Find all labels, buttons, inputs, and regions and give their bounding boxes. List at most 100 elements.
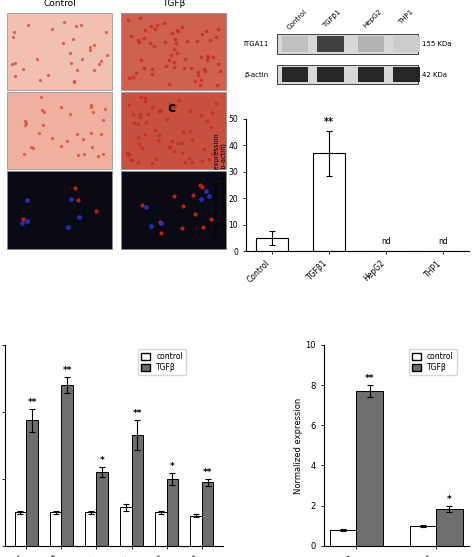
FancyBboxPatch shape <box>121 13 226 90</box>
Point <box>179 22 186 31</box>
Point <box>139 201 146 209</box>
FancyBboxPatch shape <box>282 36 309 52</box>
Point <box>57 102 65 111</box>
Point <box>210 146 218 155</box>
Point <box>151 41 158 50</box>
Point <box>178 224 186 233</box>
Point <box>194 71 201 80</box>
Point <box>75 212 82 221</box>
Text: *: * <box>447 495 452 504</box>
Point <box>140 34 147 43</box>
Point <box>203 116 210 125</box>
Point <box>186 107 194 116</box>
Bar <box>50 512 61 546</box>
Point <box>79 134 87 143</box>
Point <box>155 106 162 115</box>
FancyBboxPatch shape <box>318 67 344 82</box>
Point <box>137 92 145 101</box>
Point <box>217 150 225 159</box>
FancyBboxPatch shape <box>393 36 420 52</box>
Point <box>134 119 142 128</box>
Bar <box>356 391 383 546</box>
Point <box>181 63 188 72</box>
Point <box>157 219 164 228</box>
Point <box>166 143 173 152</box>
Point <box>171 34 179 43</box>
Point <box>166 143 174 152</box>
Text: a: a <box>0 0 1 3</box>
Point <box>100 116 107 125</box>
Text: THP1: THP1 <box>398 8 415 26</box>
Point <box>205 191 212 200</box>
Point <box>27 143 35 152</box>
Text: b: b <box>228 0 238 1</box>
Point <box>168 136 175 145</box>
Point <box>97 130 105 139</box>
Text: *: * <box>100 456 105 465</box>
Point <box>178 138 186 147</box>
Text: nd: nd <box>381 237 391 246</box>
Legend: control, TGFβ: control, TGFβ <box>138 349 186 375</box>
Point <box>152 25 159 33</box>
Point <box>86 46 93 55</box>
Text: c: c <box>168 101 176 115</box>
Point <box>194 67 201 76</box>
Point <box>19 214 27 223</box>
Text: nd: nd <box>438 237 448 246</box>
Point <box>129 109 137 118</box>
Bar <box>330 530 356 546</box>
Point <box>67 58 74 67</box>
Point <box>147 222 155 231</box>
Point <box>95 152 102 160</box>
Bar <box>26 421 38 546</box>
Point <box>202 187 210 196</box>
Point <box>80 149 88 158</box>
Point <box>130 118 138 127</box>
Bar <box>61 385 73 546</box>
Point <box>203 52 211 61</box>
Point <box>11 72 19 81</box>
Point <box>209 108 216 117</box>
Point <box>171 62 178 71</box>
Bar <box>97 472 108 546</box>
Point <box>136 113 143 121</box>
Text: 42 KDa: 42 KDa <box>422 72 447 77</box>
Y-axis label: % Integrin alpha 11 expression
(normalised with b-actin): % Integrin alpha 11 expression (normalis… <box>214 133 227 237</box>
Point <box>165 79 173 88</box>
Point <box>151 126 159 135</box>
Point <box>101 105 109 114</box>
Point <box>189 157 196 166</box>
Point <box>90 41 98 50</box>
Text: **: ** <box>324 116 334 126</box>
Point <box>129 72 137 81</box>
Point <box>199 30 206 38</box>
Point <box>213 80 220 89</box>
Point <box>134 132 142 141</box>
Point <box>67 194 74 203</box>
Point <box>147 21 155 30</box>
Point <box>48 25 56 33</box>
Bar <box>313 153 345 251</box>
Text: TGFβ1: TGFβ1 <box>322 8 342 28</box>
FancyBboxPatch shape <box>357 67 384 82</box>
Point <box>175 96 182 105</box>
Point <box>60 39 67 48</box>
Bar <box>15 512 26 546</box>
FancyBboxPatch shape <box>7 91 112 169</box>
Point <box>64 223 72 232</box>
Point <box>186 126 193 135</box>
Point <box>78 21 85 30</box>
Point <box>75 196 82 204</box>
Point <box>70 77 77 86</box>
Bar <box>256 238 288 251</box>
Point <box>45 71 52 80</box>
Point <box>173 38 180 47</box>
Point <box>125 74 133 82</box>
Bar <box>120 507 132 546</box>
Point <box>197 76 205 85</box>
Point <box>199 183 206 192</box>
Point <box>166 99 174 108</box>
Point <box>214 25 221 34</box>
Point <box>40 107 48 116</box>
Point <box>128 155 136 164</box>
